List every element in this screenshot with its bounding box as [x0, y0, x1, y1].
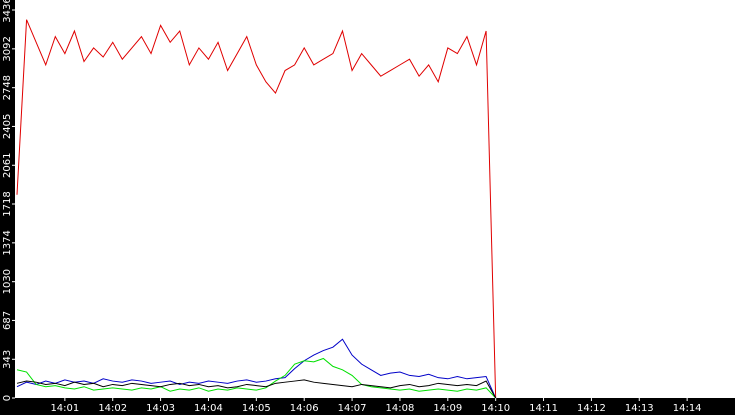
y-tick-label: 0: [2, 395, 13, 401]
x-tick-label: 14:02: [98, 403, 127, 414]
y-tick-label: 343: [2, 350, 13, 369]
y-tick-label: 1718: [2, 191, 13, 216]
y-tick-label: 2061: [2, 153, 13, 178]
x-tick-label: 14:12: [577, 403, 606, 414]
y-axis-bar: [0, 0, 15, 415]
series-line: [16, 379, 497, 399]
y-tick-label: 1030: [2, 269, 13, 294]
x-tick-label: 14:05: [242, 403, 271, 414]
y-tick-label: 3092: [2, 36, 13, 61]
x-tick-label: 14:11: [529, 403, 558, 414]
x-tick-label: 14:08: [386, 403, 415, 414]
x-axis-bar: [0, 398, 735, 415]
y-tick-label: 1374: [2, 230, 13, 255]
x-tick-label: 14:10: [481, 403, 510, 414]
y-tick-label: 2748: [2, 75, 13, 100]
x-tick-label: 14:09: [433, 403, 462, 414]
x-tick-label: 14:06: [290, 403, 319, 414]
x-tick-label: 14:07: [338, 403, 367, 414]
y-tick-label: 2405: [2, 114, 13, 139]
series-line: [16, 357, 497, 399]
series-line: [16, 338, 497, 399]
x-tick-label: 14:04: [194, 403, 223, 414]
x-tick-label: 14:14: [673, 403, 702, 414]
x-tick-label: 14:01: [50, 403, 79, 414]
x-tick-label: 14:03: [146, 403, 175, 414]
x-tick-label: 14:13: [625, 403, 654, 414]
series-line: [16, 19, 497, 399]
y-tick-label: 3436: [2, 0, 13, 23]
y-tick-label: 687: [2, 311, 13, 330]
